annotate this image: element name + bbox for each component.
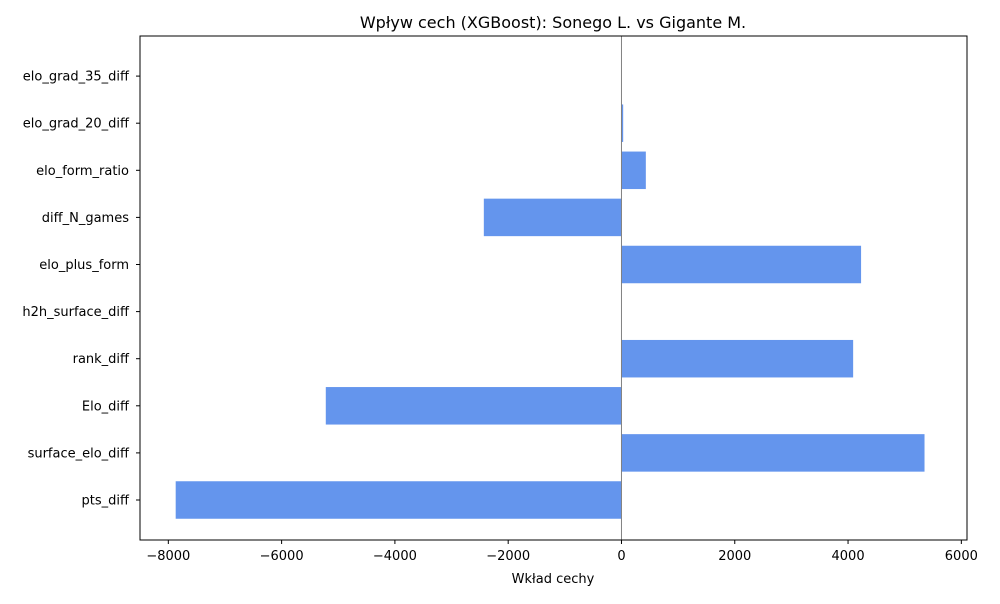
bar-rank_diff xyxy=(621,339,854,378)
x-tick-label: −2000 xyxy=(486,549,530,564)
bar-diff_N_games xyxy=(483,198,622,237)
bar-elo_form_ratio xyxy=(621,151,646,190)
bars-group xyxy=(175,104,925,519)
y-tick-label: elo_grad_35_diff xyxy=(23,70,130,85)
y-tick-label: surface_elo_diff xyxy=(28,446,130,461)
x-tick-label: −6000 xyxy=(260,549,304,564)
y-tick-label: elo_plus_form xyxy=(39,258,129,273)
bar-elo_grad_20_diff xyxy=(621,104,624,142)
x-tick-label: 0 xyxy=(617,549,625,564)
y-tick-label: h2h_surface_diff xyxy=(22,305,130,320)
y-tick-label: pts_diff xyxy=(82,494,130,509)
y-tick-label: rank_diff xyxy=(73,352,130,367)
bar-Elo_diff xyxy=(325,387,622,425)
x-tick-label: 2000 xyxy=(718,549,751,564)
bar-surface_elo_diff xyxy=(621,434,925,472)
y-tick-label: elo_form_ratio xyxy=(36,164,129,179)
x-tick-label: 4000 xyxy=(832,549,865,564)
y-tick-label: diff_N_games xyxy=(42,211,129,226)
x-tick-label: −8000 xyxy=(146,549,190,564)
plot-frame xyxy=(139,35,968,541)
bar-pts_diff xyxy=(175,481,622,519)
chart-title: Wpływ cech (XGBoost): Sonego L. vs Gigan… xyxy=(360,13,746,32)
y-axis: pts_diff surface_elo_diff Elo_diff rank_dif… xyxy=(22,70,140,509)
y-tick-label: elo_grad_20_diff xyxy=(23,117,130,132)
bar-elo_plus_form xyxy=(621,245,862,284)
x-tick-label: −4000 xyxy=(373,549,417,564)
x-axis-label: Wkład cechy xyxy=(512,572,595,587)
x-axis: −8000 −6000 −4000 −2000 0 2000 4000 6000 xyxy=(146,540,978,564)
x-tick-label: 6000 xyxy=(945,549,978,564)
y-tick-label: Elo_diff xyxy=(82,399,130,414)
